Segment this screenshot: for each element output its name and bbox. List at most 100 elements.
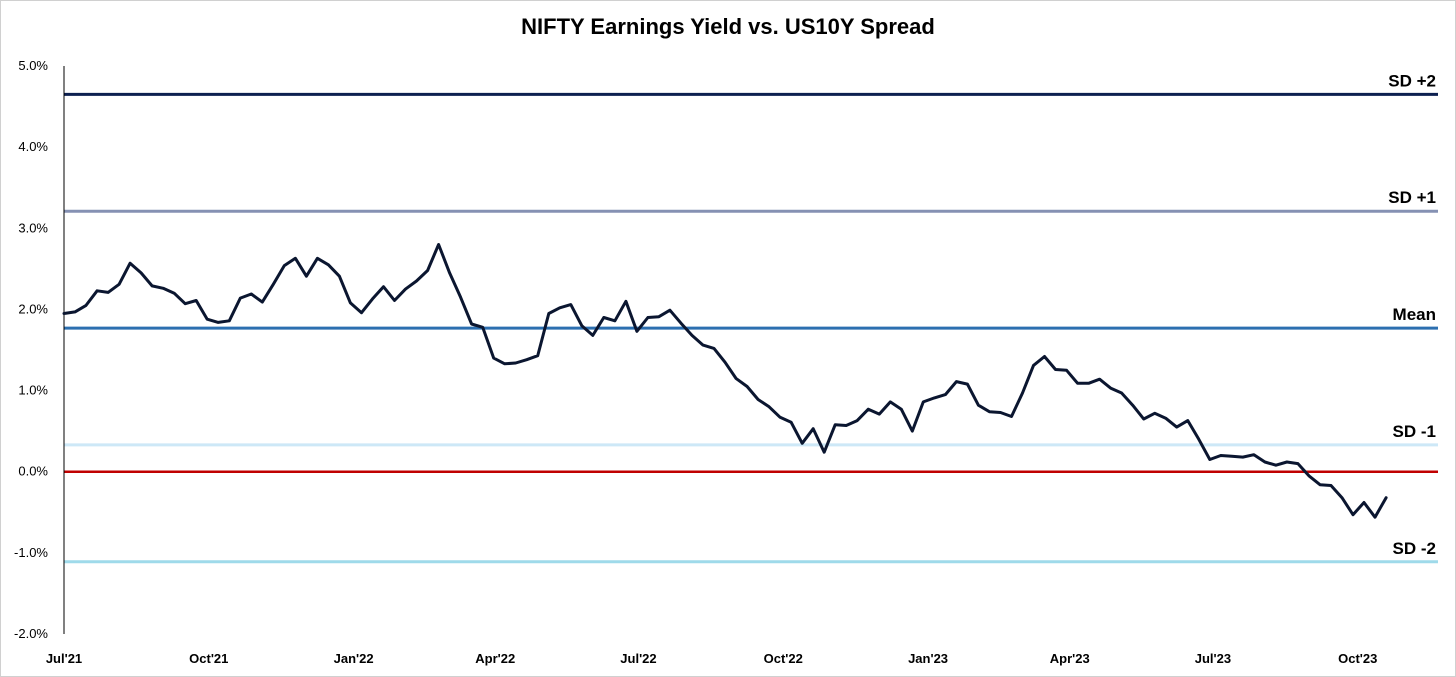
- data-point: [1230, 455, 1234, 458]
- reference-label: Mean: [1393, 305, 1436, 324]
- data-point: [690, 334, 694, 337]
- y-tick-label: 2.0%: [18, 301, 48, 316]
- data-point: [393, 299, 396, 302]
- data-point: [382, 285, 385, 288]
- data-point: [117, 283, 121, 286]
- data-point: [1175, 425, 1178, 429]
- data-point: [217, 321, 220, 324]
- reference-lines: [64, 92, 1438, 564]
- data-point: [1120, 391, 1123, 395]
- data-point: [801, 442, 804, 445]
- data-point: [1285, 460, 1289, 464]
- data-point: [569, 303, 572, 306]
- data-point: [470, 322, 473, 326]
- data-point: [1087, 382, 1090, 385]
- data-point: [1065, 369, 1068, 372]
- data-point: [602, 316, 605, 319]
- chart-title: NIFTY Earnings Yield vs. US10Y Spread: [521, 14, 935, 39]
- x-tick-label: Jan'23: [908, 651, 948, 666]
- data-point: [1109, 386, 1112, 390]
- data-point: [834, 423, 837, 426]
- data-point: [294, 257, 297, 260]
- data-point: [1142, 417, 1145, 421]
- data-point: [261, 300, 264, 304]
- data-point: [580, 324, 583, 327]
- data-point: [503, 362, 506, 365]
- data-point: [1373, 516, 1377, 519]
- data-point: [856, 419, 859, 422]
- x-tick-label: Jul'22: [620, 651, 656, 666]
- data-point: [1274, 464, 1278, 467]
- data-point: [646, 316, 650, 319]
- data-point: [734, 377, 738, 380]
- data-point: [173, 292, 176, 295]
- data-point: [250, 292, 253, 296]
- data-point: [415, 279, 418, 283]
- data-point: [1384, 496, 1388, 499]
- data-point: [988, 410, 991, 413]
- data-point: [514, 361, 517, 365]
- data-point: [558, 306, 561, 309]
- series-line: [62, 243, 1388, 519]
- data-point: [1197, 438, 1201, 441]
- data-point: [84, 304, 88, 307]
- y-tick-label: 5.0%: [18, 58, 48, 73]
- data-point: [955, 380, 958, 383]
- data-point: [657, 315, 661, 318]
- data-point: [878, 412, 881, 416]
- data-point: [95, 289, 99, 292]
- data-point: [1208, 458, 1212, 461]
- data-point: [525, 358, 528, 361]
- reference-label: SD +1: [1388, 188, 1436, 207]
- data-point: [426, 269, 429, 272]
- data-point: [206, 318, 209, 321]
- data-point: [1340, 496, 1344, 499]
- data-point: [944, 393, 947, 396]
- x-tick-label: Oct'21: [189, 651, 228, 666]
- data-point: [371, 297, 374, 301]
- x-tick-label: Jul'23: [1195, 651, 1231, 666]
- data-point: [536, 354, 539, 357]
- data-point: [184, 302, 187, 305]
- data-point: [1131, 404, 1134, 407]
- data-point: [1307, 474, 1311, 477]
- data-point: [1076, 382, 1079, 385]
- data-point: [1252, 453, 1256, 456]
- data-point: [679, 322, 683, 325]
- y-tick-label: 0.0%: [18, 464, 48, 479]
- data-point: [745, 385, 749, 388]
- data-point: [1043, 355, 1046, 358]
- data-point: [228, 319, 231, 322]
- data-point: [1021, 391, 1024, 395]
- data-point: [128, 262, 132, 265]
- data-point: [547, 312, 550, 315]
- data-point: [437, 243, 440, 246]
- data-point: [305, 275, 308, 278]
- x-tick-label: Apr'22: [475, 651, 515, 666]
- data-point: [767, 405, 771, 408]
- data-point: [613, 319, 617, 322]
- data-point: [668, 309, 672, 312]
- data-point: [635, 330, 639, 333]
- data-point: [73, 310, 77, 314]
- data-point: [922, 400, 925, 404]
- x-tick-label: Jan'22: [334, 651, 374, 666]
- data-point: [106, 291, 110, 294]
- data-point: [1241, 455, 1245, 459]
- axes: 5.0% 4.0% 3.0% 2.0% 1.0% 0.0% -1.0% -2.0% Jul'21…: [14, 58, 1377, 666]
- data-point: [756, 398, 760, 401]
- data-point: [701, 343, 705, 347]
- data-point: [1098, 378, 1101, 381]
- data-point: [481, 326, 484, 329]
- data-point: [62, 312, 66, 315]
- x-tick-label: Apr'23: [1050, 651, 1090, 666]
- data-point: [999, 411, 1002, 414]
- data-point: [1362, 501, 1366, 504]
- y-tick-label: -2.0%: [14, 626, 48, 641]
- data-point: [492, 356, 495, 360]
- data-point: [459, 296, 462, 299]
- data-point: [283, 264, 286, 267]
- data-point: [338, 275, 341, 278]
